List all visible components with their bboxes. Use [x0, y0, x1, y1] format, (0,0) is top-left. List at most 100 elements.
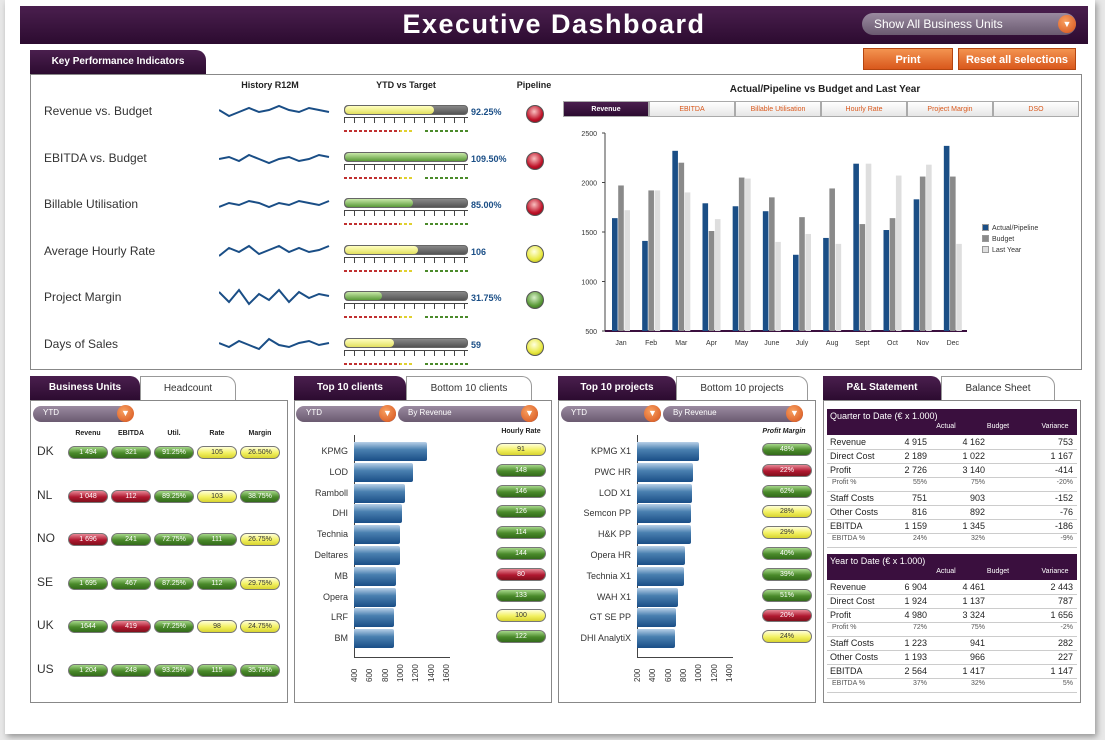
chevron-down-icon[interactable]: ▼: [644, 405, 661, 422]
chart-tab[interactable]: DSO: [993, 101, 1079, 117]
x-tick-label: 200: [633, 668, 642, 682]
metric-pill: 144: [496, 547, 546, 560]
business-unit-label: US: [37, 661, 54, 676]
tab-balance-sheet[interactable]: Balance Sheet: [941, 376, 1055, 400]
bu-metric-pill: 1 048: [68, 489, 108, 503]
pl-row: Other Costs 1 193 966 227: [827, 651, 1077, 665]
x-tick-label: 400: [350, 668, 359, 682]
pl-row: EBITDA 2 564 1 417 1 147: [827, 665, 1077, 679]
pl-actual: 24%: [912, 535, 927, 542]
bar-actual-pipeline: [612, 218, 618, 331]
y-tick-label: 2000: [581, 181, 597, 188]
chart-tab[interactable]: EBITDA: [649, 101, 735, 117]
bar-budget: [648, 190, 654, 331]
pl-budget: 3 140: [962, 465, 985, 475]
bar-label: WAH X1: [596, 591, 631, 602]
pl-row-label: EBITDA: [830, 666, 863, 676]
pl-variance: 227: [1057, 652, 1073, 662]
chevron-down-icon[interactable]: ▼: [117, 405, 134, 422]
tab-key-performance-indicators[interactable]: Key Performance Indicators: [30, 50, 206, 74]
pl-column-header: Actual: [936, 568, 956, 575]
pl-actual: 2 726: [904, 465, 927, 475]
pl-budget: 4 461: [962, 582, 985, 592]
metric-pill: 91: [496, 443, 546, 456]
pl-actual: 72%: [912, 624, 927, 631]
ytd-gauge: [344, 244, 468, 255]
gauge-bands: [344, 362, 468, 365]
bar-budget: [678, 162, 685, 331]
x-tick-label: 1000: [694, 664, 704, 682]
x-tick-label: 1200: [709, 664, 719, 682]
projects-sort-select[interactable]: By Revenue: [663, 406, 803, 422]
pl-variance: -2%: [1060, 624, 1073, 631]
business-unit-label: SE: [37, 574, 54, 589]
legend-label: Budget: [992, 236, 1015, 243]
pl-row: Direct Cost 1 924 1 137 787: [827, 595, 1077, 609]
chart-tab[interactable]: Hourly Rate: [821, 101, 907, 117]
bu-column-header: Margin: [248, 430, 272, 437]
tab-pl-statement[interactable]: P&L Statement: [823, 376, 941, 400]
metric-pill: 126: [496, 505, 546, 519]
tab-top-10-projects[interactable]: Top 10 projects: [558, 376, 676, 400]
business-unit-label: NO: [37, 531, 55, 545]
chevron-down-icon[interactable]: ▼: [786, 405, 803, 422]
bu-metric-pill: 1 695: [68, 576, 108, 590]
pl-row: Direct Cost 2 189 1 022 1 167: [827, 450, 1077, 464]
pl-variance: -414: [1054, 465, 1073, 475]
bar: [354, 462, 414, 482]
profit-margin-header: Profit Margin: [762, 428, 806, 435]
tab-bottom-10-clients[interactable]: Bottom 10 clients: [406, 376, 532, 400]
chevron-down-icon[interactable]: ▼: [1058, 15, 1076, 33]
gauge-fill: [345, 106, 435, 114]
bu-metric-pill: 38.75%: [240, 489, 280, 503]
pl-row-label: Profit: [830, 610, 852, 620]
bar-actual-pipeline: [732, 206, 739, 331]
pl-actual: 6 904: [904, 582, 927, 592]
chevron-down-icon[interactable]: ▼: [521, 405, 538, 422]
bu-metric-pill: 321: [111, 446, 151, 459]
pl-row-label: Profit: [830, 465, 852, 475]
bu-metric-pill: 111: [197, 533, 237, 546]
bu-metric-pill: 35.75%: [240, 663, 280, 677]
clients-sort-select[interactable]: By Revenue: [398, 406, 538, 422]
kpi-label: Billable Utilisation: [44, 197, 139, 211]
ytd-gauge: [344, 337, 468, 348]
clients-period-select[interactable]: YTD: [296, 406, 396, 422]
business-unit-select[interactable]: Show All Business Units: [862, 13, 1076, 35]
gauge-scale: [344, 163, 468, 170]
reset-selections-button[interactable]: Reset all selections: [958, 48, 1076, 70]
bar: [354, 608, 394, 628]
metric-pill: 40%: [762, 547, 812, 560]
pl-row: Revenue 4 915 4 162 753: [827, 436, 1077, 450]
tab-headcount[interactable]: Headcount: [140, 376, 236, 400]
bar-axis: [354, 657, 450, 658]
projects-period-select[interactable]: YTD: [561, 406, 661, 422]
x-tick-label: Mar: [675, 340, 688, 347]
gauge-bands: [344, 130, 468, 132]
tab-top-10-clients[interactable]: Top 10 clients: [294, 376, 406, 400]
bar: [637, 442, 700, 461]
bar-label: Opera: [322, 591, 348, 602]
tab-business-units[interactable]: Business Units: [30, 376, 140, 400]
bar: [354, 525, 400, 545]
ytd-gauge: [344, 151, 468, 162]
bu-period-select[interactable]: YTD: [33, 406, 133, 422]
pl-budget: 966: [969, 652, 985, 662]
chart-tab[interactable]: Billable Utilisation: [735, 101, 821, 117]
metric-pill: 122: [496, 630, 546, 644]
kpi-label: EBITDA vs. Budget: [44, 150, 147, 165]
bu-metric-pill: 87.25%: [154, 576, 194, 590]
metric-pill: 148: [496, 463, 546, 477]
print-button[interactable]: Print: [863, 48, 953, 70]
chart-tab[interactable]: Revenue: [563, 101, 649, 117]
tab-bottom-10-projects[interactable]: Bottom 10 projects: [676, 376, 808, 400]
pl-row-label: Profit %: [832, 624, 857, 631]
chevron-down-icon[interactable]: ▼: [379, 405, 396, 422]
legend-label: Last Year: [992, 247, 1022, 254]
sparkline: [219, 288, 330, 306]
bar: [637, 462, 693, 482]
ytd-column-header: YTD vs Target: [376, 80, 436, 90]
chart-tab[interactable]: Project Margin: [907, 101, 993, 117]
bar-label: LRF: [330, 612, 348, 623]
pipeline-indicator-icon: [526, 337, 544, 356]
